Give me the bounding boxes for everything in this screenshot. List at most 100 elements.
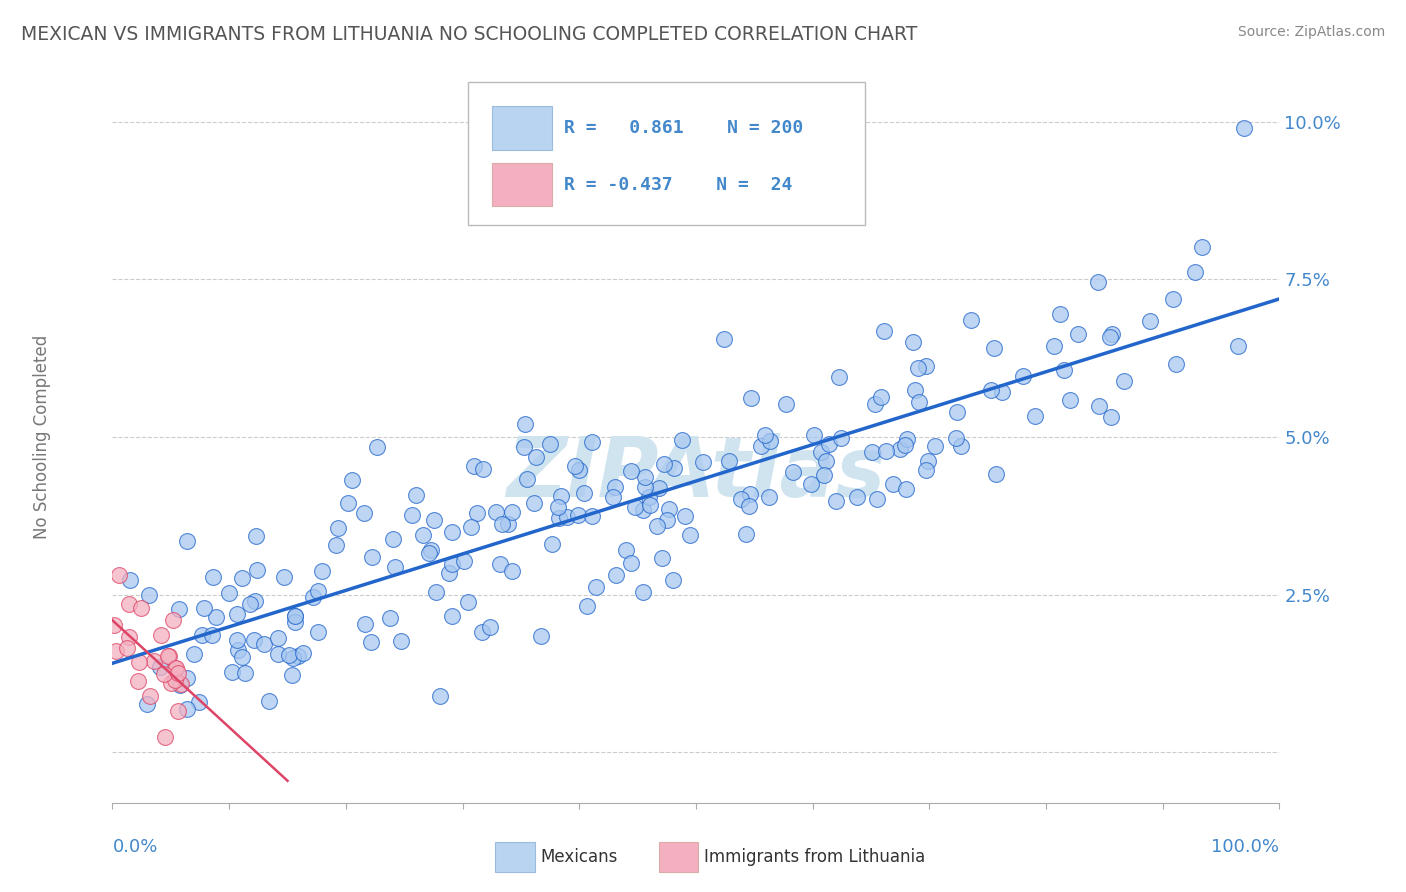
Point (830, 431, 852, 445)
Point (638, 491, 661, 505)
Point (810, 445, 832, 459)
Point (548, 511, 571, 525)
Point (1161, 292, 1184, 306)
Point (567, 508, 589, 523)
FancyBboxPatch shape (495, 841, 534, 872)
Point (460, 520, 482, 534)
Text: Source: ZipAtlas.com: Source: ZipAtlas.com (1237, 25, 1385, 39)
Point (713, 333, 735, 347)
Point (226, 607, 249, 621)
Point (1053, 363, 1076, 377)
Point (634, 480, 657, 494)
Point (654, 457, 676, 471)
Point (603, 480, 626, 494)
Point (176, 702, 198, 716)
Point (429, 689, 451, 703)
Point (245, 594, 267, 608)
Point (813, 468, 835, 483)
Point (1139, 314, 1161, 328)
Point (749, 439, 772, 453)
Point (245, 528, 267, 542)
Point (226, 632, 249, 647)
Point (984, 467, 1007, 482)
Point (501, 505, 523, 519)
Point (889, 442, 911, 456)
Point (471, 462, 494, 476)
Point (1012, 369, 1035, 384)
Point (103, 617, 125, 632)
Point (633, 584, 655, 599)
Point (157, 648, 180, 663)
Point (894, 483, 917, 497)
Point (634, 469, 657, 483)
Point (1227, 339, 1250, 353)
Point (983, 341, 1005, 355)
Point (107, 568, 129, 582)
Point (882, 477, 904, 491)
Point (945, 405, 967, 419)
Point (226, 643, 249, 657)
Point (301, 590, 323, 604)
Point (863, 397, 886, 411)
Point (585, 580, 607, 594)
Point (485, 505, 508, 519)
Point (280, 668, 302, 682)
Point (581, 509, 603, 524)
Point (924, 439, 946, 453)
Point (354, 617, 377, 632)
Point (267, 631, 290, 645)
Point (730, 492, 752, 507)
Point (980, 383, 1002, 397)
Point (945, 431, 967, 445)
Point (513, 440, 536, 454)
Point (581, 435, 603, 450)
Point (496, 516, 519, 531)
Point (631, 502, 654, 516)
Point (1059, 393, 1081, 408)
Point (193, 601, 215, 615)
Point (176, 671, 198, 685)
Text: 0.0%: 0.0% (112, 838, 157, 855)
Text: R =   0.861    N = 200: R = 0.861 N = 200 (564, 120, 803, 137)
Point (541, 537, 564, 551)
Point (231, 650, 253, 665)
FancyBboxPatch shape (492, 163, 553, 206)
Point (401, 508, 423, 522)
Point (160, 676, 183, 690)
Point (117, 641, 139, 656)
Point (738, 499, 761, 513)
Point (568, 462, 591, 476)
Point (575, 599, 598, 613)
Point (441, 557, 464, 571)
Point (381, 533, 404, 547)
Point (991, 385, 1014, 400)
Point (205, 610, 228, 624)
Point (187, 695, 209, 709)
Point (754, 427, 776, 442)
Point (550, 489, 572, 503)
Point (170, 677, 193, 691)
Point (950, 439, 973, 453)
Point (782, 465, 804, 479)
Point (513, 417, 536, 431)
Point (903, 334, 925, 349)
Point (165, 661, 187, 675)
FancyBboxPatch shape (468, 82, 865, 225)
Point (166, 704, 188, 718)
Point (423, 513, 446, 527)
Text: R = -0.437    N =  24: R = -0.437 N = 24 (564, 176, 793, 194)
Point (526, 450, 548, 465)
Point (273, 569, 295, 583)
Point (664, 461, 686, 475)
Point (1099, 409, 1122, 424)
Point (1088, 399, 1111, 413)
Point (555, 509, 578, 524)
Point (845, 490, 868, 504)
Point (384, 559, 406, 574)
Point (120, 573, 142, 587)
Point (127, 673, 149, 688)
Point (311, 565, 333, 579)
Point (149, 628, 172, 642)
Point (1166, 357, 1188, 371)
Point (907, 361, 929, 376)
